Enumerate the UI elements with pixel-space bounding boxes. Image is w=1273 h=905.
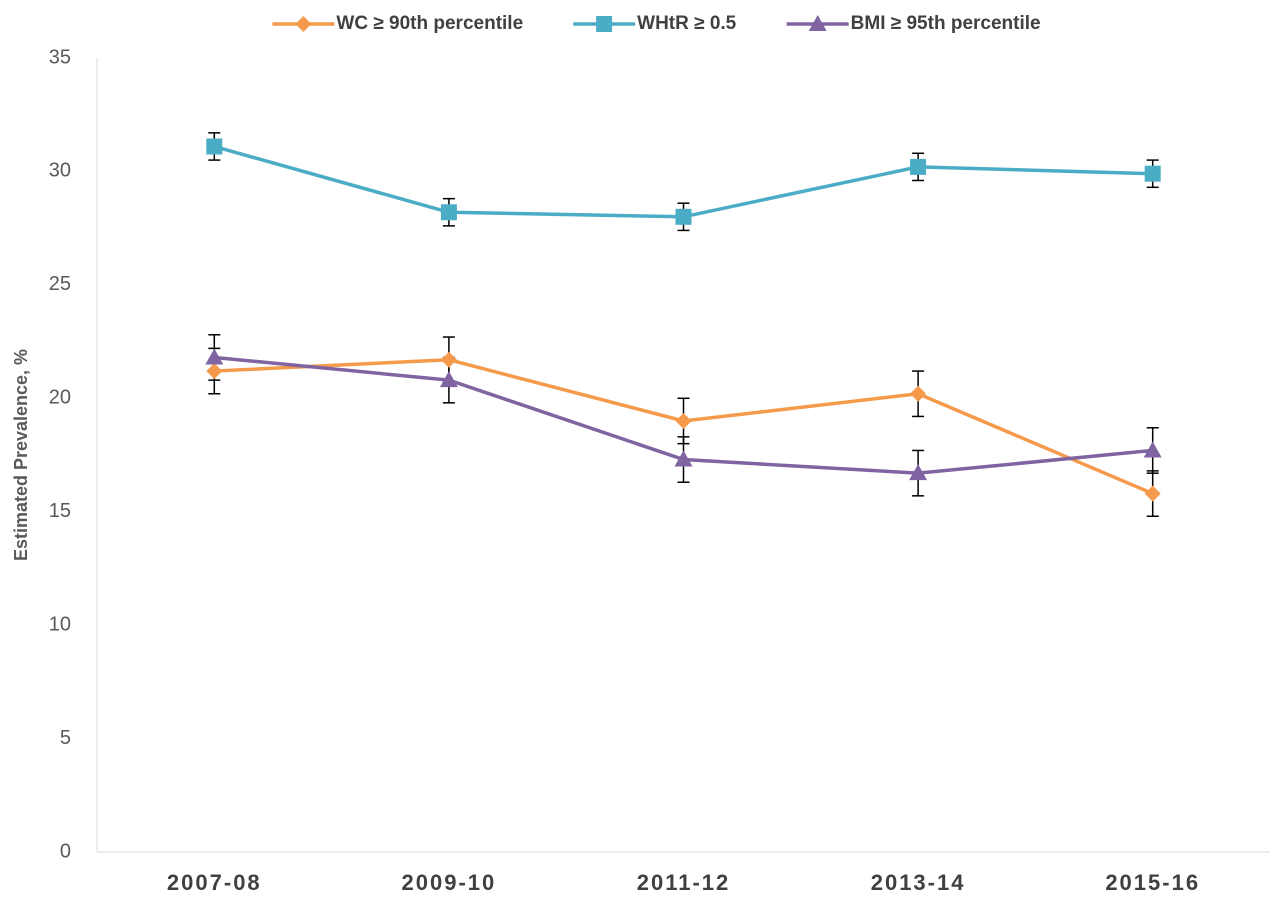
y-tick-label: 35 (49, 46, 71, 68)
marker (205, 348, 224, 365)
legend-item: WC ≥ 90th percentile (272, 13, 523, 34)
marker (440, 204, 457, 221)
marker (674, 450, 693, 467)
marker (675, 208, 692, 225)
legend-marker (295, 16, 312, 32)
y-tick-label: 25 (49, 273, 71, 295)
marker (1143, 441, 1162, 458)
x-tick-label: 2011-12 (637, 870, 731, 895)
x-tick-label: 2013-14 (871, 870, 966, 895)
y-tick-label: 20 (49, 387, 71, 409)
marker (909, 464, 928, 481)
marker (206, 138, 223, 155)
legend-marker (808, 15, 827, 31)
marker (439, 371, 458, 388)
legend-label: WHtR ≥ 0.5 (637, 13, 737, 34)
x-tick-label: 2007-08 (167, 870, 262, 895)
y-tick-label: 10 (49, 613, 71, 635)
y-tick-label: 30 (49, 160, 71, 182)
legend-label: WC ≥ 90th percentile (336, 13, 523, 34)
legend-item: BMI ≥ 95th percentile (786, 13, 1041, 34)
marker (910, 385, 927, 402)
y-tick-label: 5 (60, 727, 71, 749)
y-axis-label: Estimated Prevalence, % (11, 349, 31, 561)
marker (910, 158, 927, 175)
y-tick-label: 15 (49, 500, 71, 522)
x-tick-label: 2009-10 (402, 870, 497, 895)
marker (206, 363, 223, 380)
y-tick-label: 0 (60, 840, 71, 862)
x-tick-label: 2015-16 (1105, 870, 1200, 895)
marker (1144, 485, 1161, 502)
legend-item: WHtR ≥ 0.5 (573, 13, 737, 34)
marker (440, 351, 457, 368)
marker (1144, 165, 1161, 182)
marker (675, 412, 692, 429)
legend-label: BMI ≥ 95th percentile (851, 13, 1041, 34)
legend-marker (596, 16, 613, 32)
